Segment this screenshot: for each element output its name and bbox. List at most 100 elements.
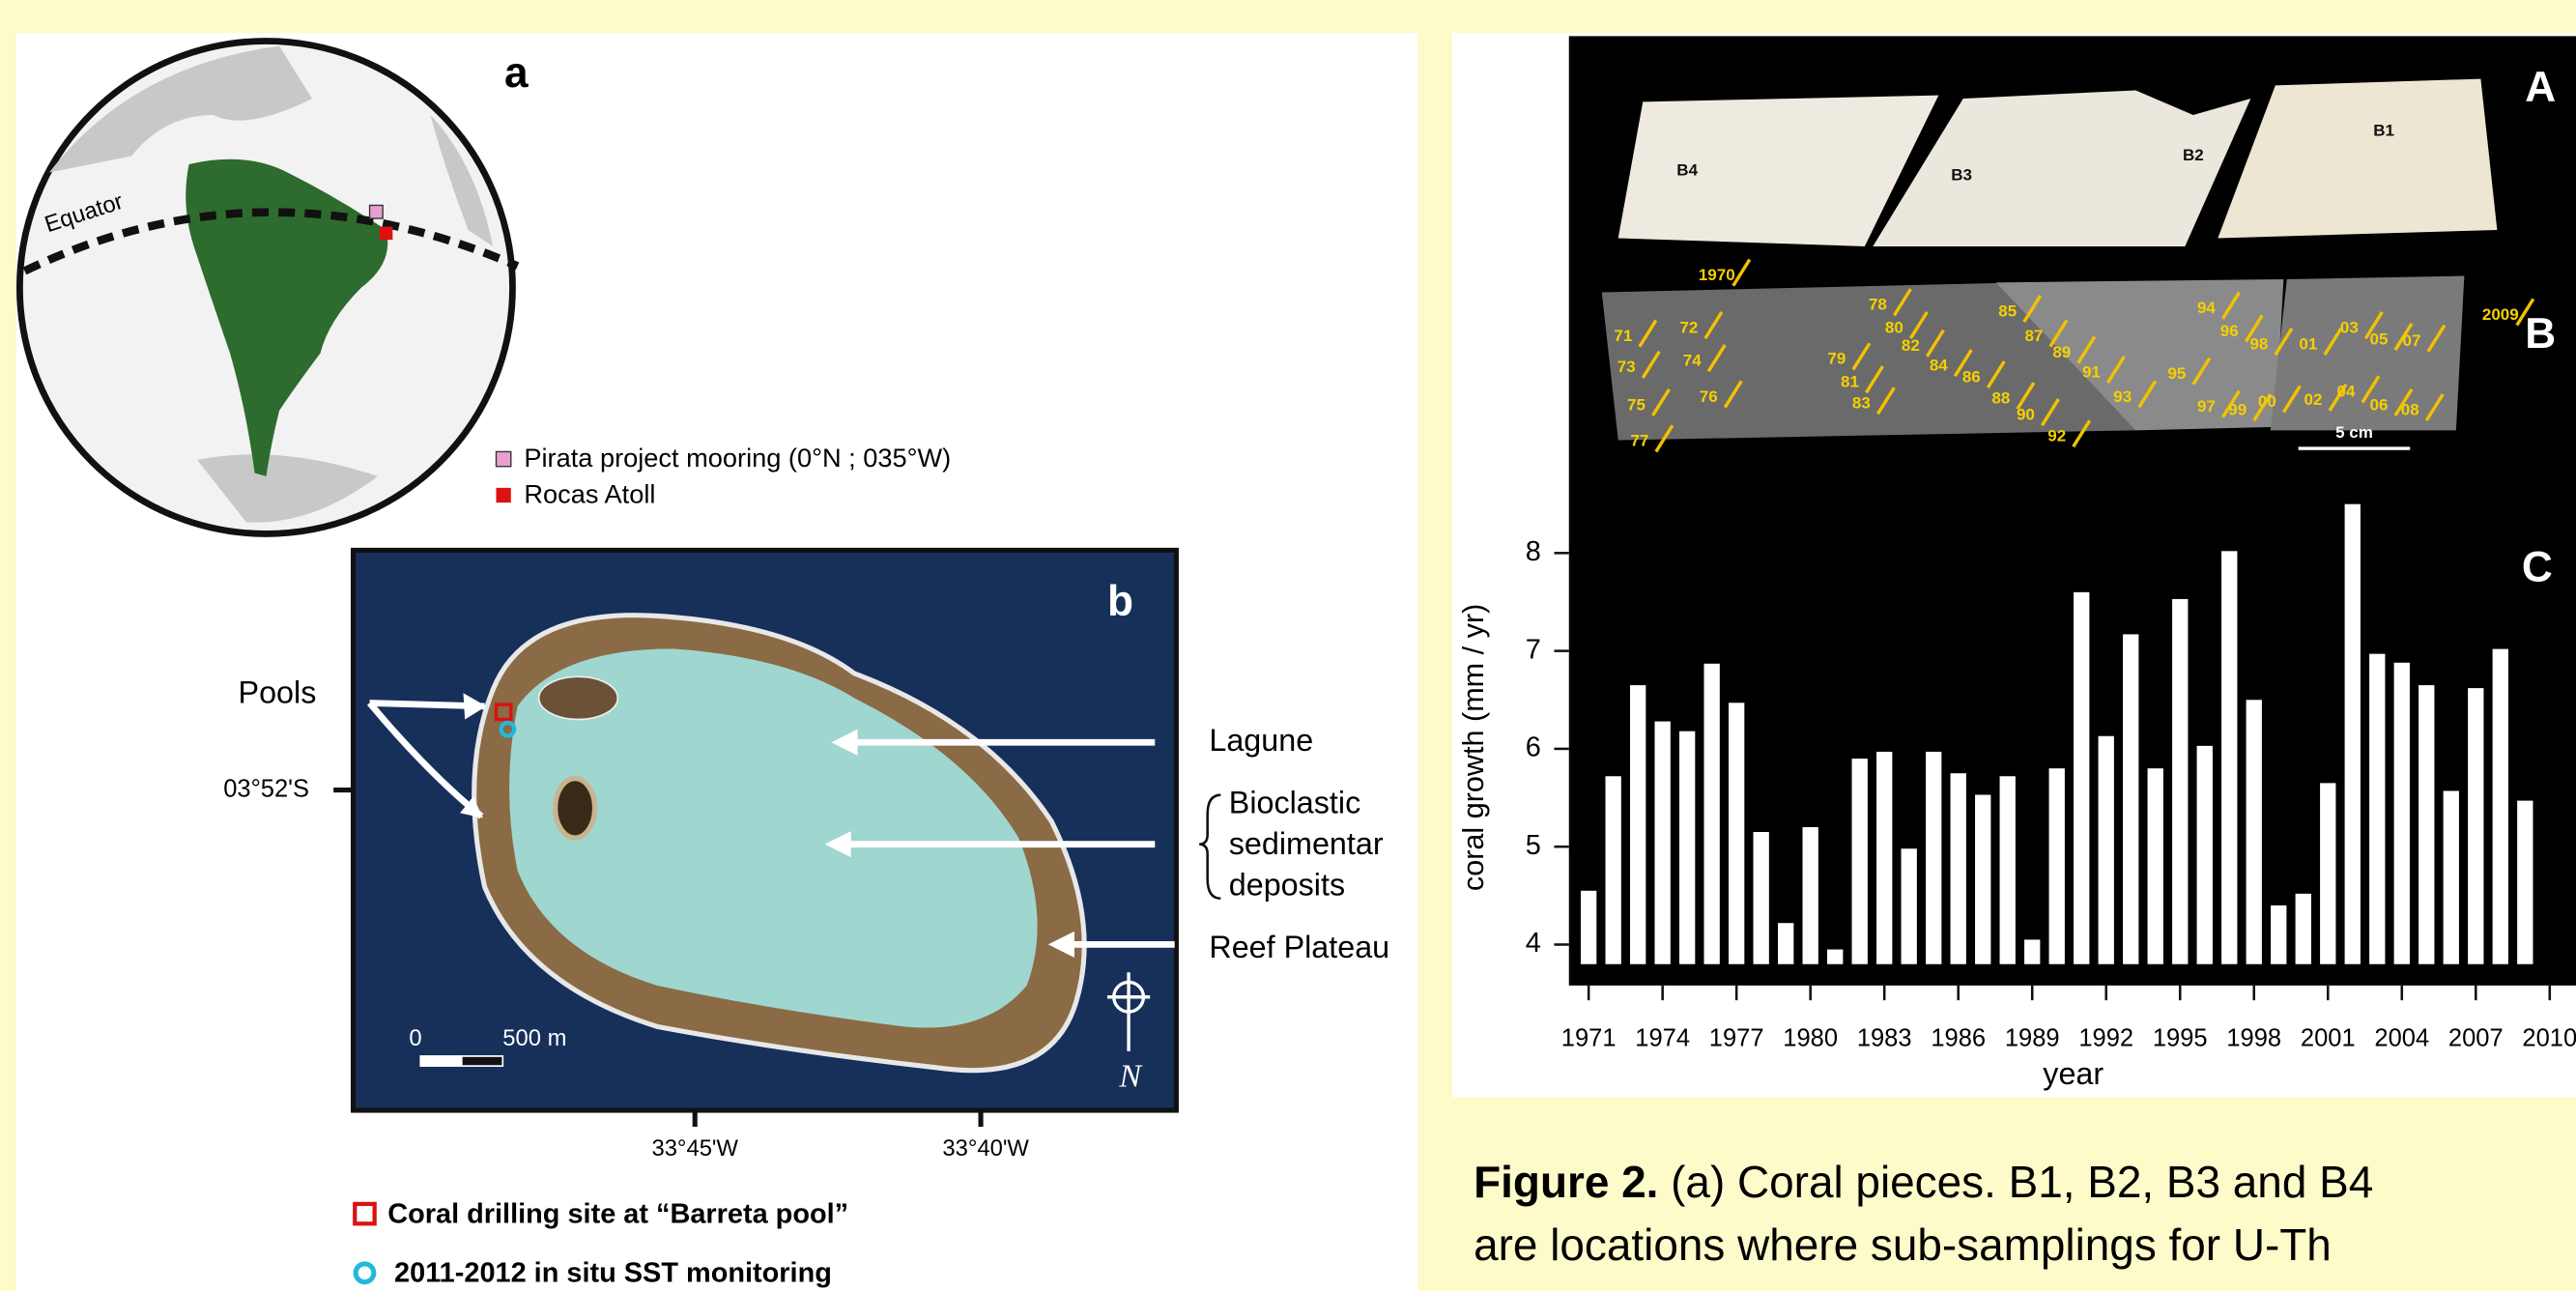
band-label: 97 <box>2197 397 2216 416</box>
map-label: Pools <box>239 675 317 710</box>
bar <box>2394 663 2410 964</box>
bar <box>2123 634 2138 963</box>
scale-label: 500 m <box>502 1025 566 1051</box>
bar <box>2320 783 2335 963</box>
band-label: 08 <box>2401 400 2419 418</box>
band-label: 78 <box>1869 296 1887 314</box>
bar <box>1926 752 1941 964</box>
bar <box>2296 894 2311 964</box>
bar <box>2419 685 2434 964</box>
band-label: 01 <box>2299 334 2317 353</box>
band-label: 1970 <box>1699 266 1735 284</box>
x-tick-label: 1971 <box>1561 1025 1617 1052</box>
y-tick-label: 4 <box>1526 928 1541 959</box>
band-label: 71 <box>1614 327 1632 345</box>
band-label: 74 <box>1683 351 1702 369</box>
panel-label: A <box>2525 64 2556 111</box>
x-tick-label: 2010 <box>2522 1025 2576 1052</box>
pirata-marker <box>370 205 384 218</box>
band-label: 85 <box>1998 301 2017 320</box>
longitude-label: 33°45'W <box>651 1135 738 1162</box>
bar <box>2197 746 2213 964</box>
map-label: Bioclastic <box>1229 785 1360 819</box>
band-label: 02 <box>2304 390 2322 409</box>
bar <box>2369 654 2385 964</box>
piece-label: B4 <box>1676 160 1698 179</box>
bar <box>1679 732 1695 964</box>
bar <box>1902 848 1917 964</box>
x-tick-label: 2007 <box>2448 1025 2504 1052</box>
x-tick-label: 1983 <box>1857 1025 1912 1052</box>
bar <box>2247 700 2262 963</box>
legend-label: Rocas Atoll <box>524 479 655 509</box>
x-tick-label: 1986 <box>1931 1025 1986 1052</box>
y-tick-label: 6 <box>1526 732 1541 763</box>
bar <box>1852 759 1868 964</box>
bar <box>1654 722 1670 964</box>
bar <box>2172 599 2188 964</box>
bar <box>2221 551 2237 963</box>
bar <box>2024 939 2040 963</box>
panel-label: a <box>504 49 529 97</box>
scale-bar <box>420 1056 462 1066</box>
x-tick-label: 2001 <box>2301 1025 2356 1052</box>
scale-label: 0 <box>409 1025 421 1051</box>
bar <box>2444 790 2459 963</box>
map-label: deposits <box>1229 867 1345 902</box>
band-label: 03 <box>2340 318 2359 336</box>
band-label: 98 <box>2249 334 2268 353</box>
legend-label: 2011-2012 in situ SST monitoring <box>394 1258 832 1289</box>
band-label: 79 <box>1827 350 1846 368</box>
bar <box>2099 736 2114 964</box>
bar <box>2000 776 2016 963</box>
band-label: 75 <box>1627 395 1646 414</box>
band-label: 00 <box>2258 392 2276 411</box>
band-label: 05 <box>2370 330 2389 348</box>
bar <box>1876 752 1892 964</box>
legend-label: Pirata project mooring (0°N ; 035°W) <box>524 443 951 473</box>
longitude-label: 33°40'W <box>942 1135 1029 1162</box>
north-label: N <box>1118 1059 1143 1095</box>
rocas-marker <box>380 227 393 241</box>
piece-label: B1 <box>2373 121 2394 139</box>
band-label: 91 <box>2082 362 2101 381</box>
band-label: 99 <box>2228 400 2247 418</box>
page: Equator a Pirata project mooring (0°N ; … <box>0 0 2576 1291</box>
bar <box>1630 685 1646 964</box>
bar <box>2468 688 2483 964</box>
bar <box>2271 905 2286 964</box>
map-label: Lagune <box>1209 723 1313 758</box>
x-tick-label: 1974 <box>1635 1025 1690 1052</box>
bar <box>2148 768 2163 964</box>
caption-lead: Figure 2. <box>1474 1157 1658 1207</box>
x-tick-label: 1989 <box>2005 1025 2060 1052</box>
y-tick-label: 5 <box>1526 830 1541 861</box>
x-tick-label: 1992 <box>2078 1025 2133 1052</box>
scale-bar <box>462 1056 503 1066</box>
legend-swatch <box>496 488 510 502</box>
band-label: 93 <box>2113 387 2132 406</box>
bar <box>1975 795 1990 964</box>
bar <box>1951 773 1966 964</box>
bar <box>1754 832 1769 964</box>
x-tick-label: 1995 <box>2153 1025 2208 1052</box>
bar <box>2493 649 2508 964</box>
x-tick-label: 1998 <box>2226 1025 2281 1052</box>
bar <box>2049 768 2065 964</box>
bar <box>1729 703 1744 963</box>
band-label: 92 <box>2047 427 2066 445</box>
band-label: 95 <box>2167 364 2186 383</box>
band-label: 86 <box>1962 367 1981 386</box>
band-label: 89 <box>2052 343 2071 361</box>
scale-label: 5 cm <box>2335 423 2373 442</box>
panel-label: B <box>2525 310 2556 358</box>
piece-label: B2 <box>2183 146 2204 164</box>
bar <box>1605 776 1620 963</box>
bar <box>1778 923 1793 964</box>
bar <box>1827 950 1843 964</box>
latitude-label: 03°52'S <box>223 775 309 802</box>
bar <box>2517 801 2533 964</box>
legend-swatch <box>496 451 510 466</box>
band-label: 80 <box>1885 318 1903 336</box>
band-label: 04 <box>2337 383 2356 401</box>
